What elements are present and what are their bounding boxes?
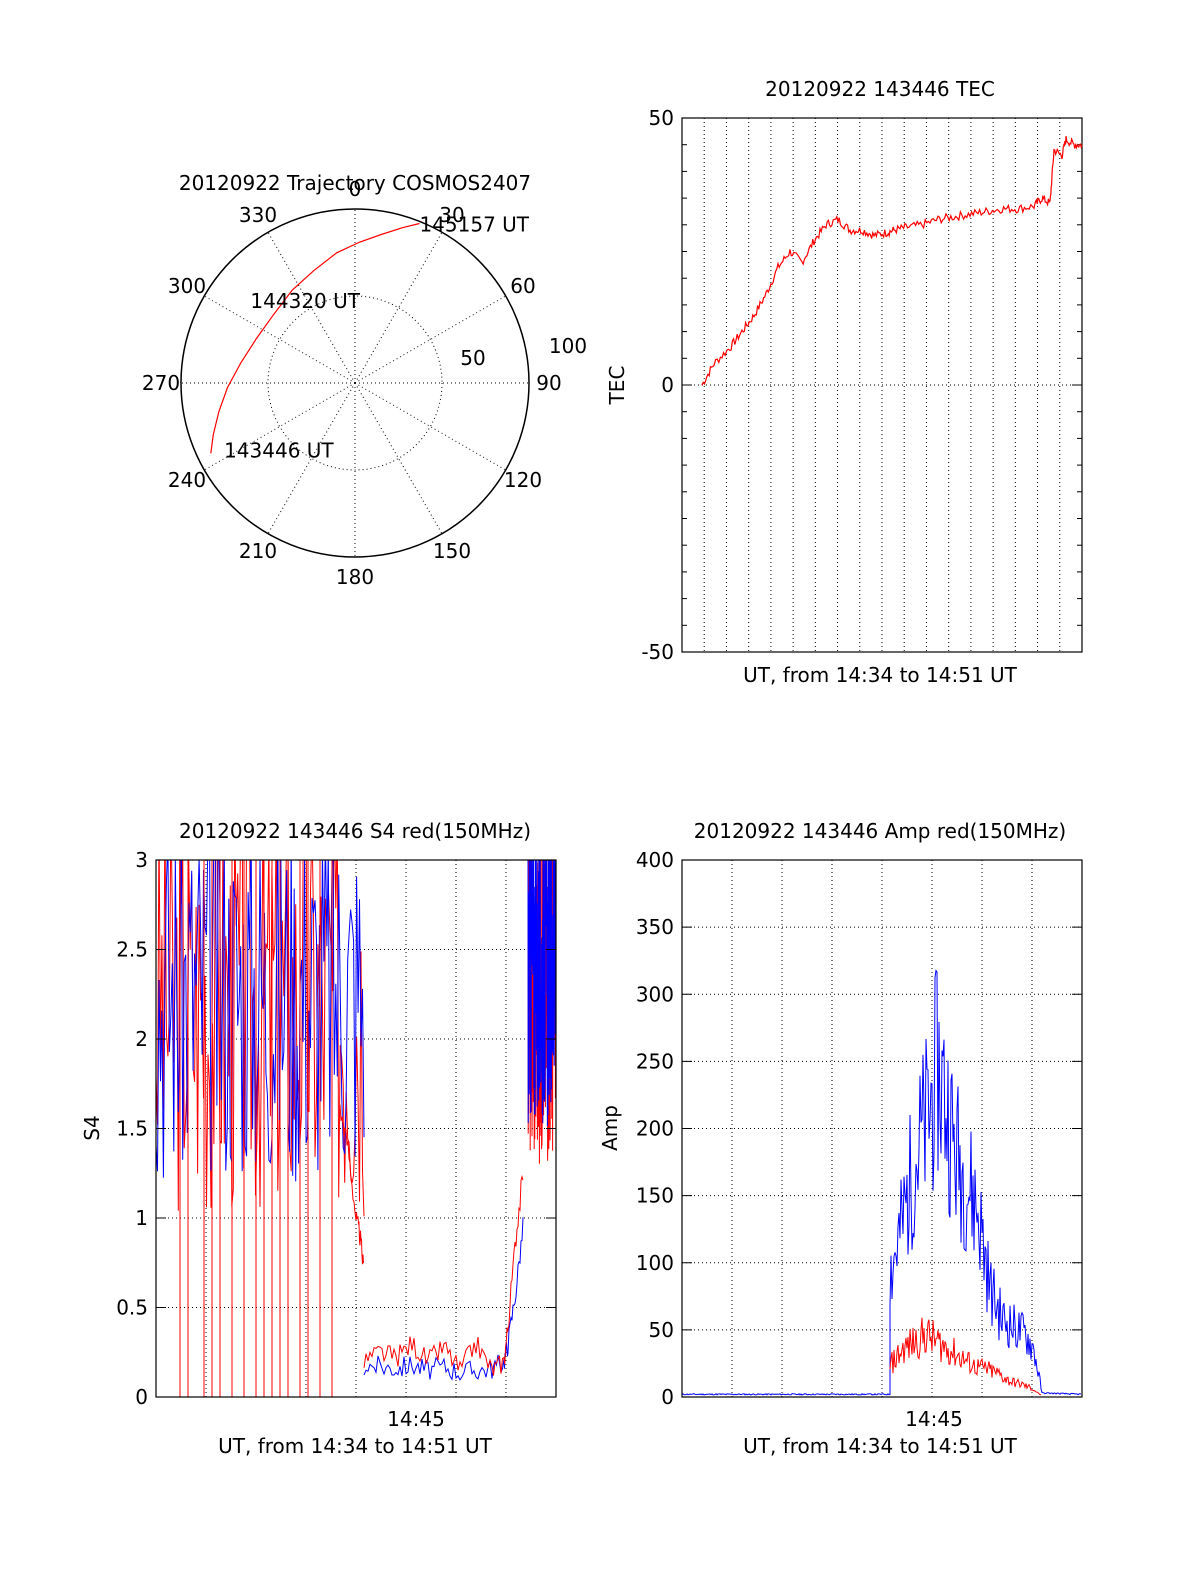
- s4-ytick-label: 3: [135, 848, 148, 872]
- polar-annotation: 144320 UT: [250, 289, 360, 313]
- tec-ytick-label: 0: [661, 373, 674, 397]
- amp-title: 20120922 143446 Amp red(150MHz): [694, 819, 1066, 843]
- polar-angle-label: 180: [336, 565, 374, 589]
- s4-series-line: [363, 1174, 524, 1376]
- amp-ytick-label: 350: [636, 915, 674, 939]
- amp-ytick-label: 300: [636, 982, 674, 1006]
- s4-xtick-label: 14:45: [387, 1407, 445, 1431]
- polar-angle-label: 60: [510, 274, 535, 298]
- amp-ytick-label: 0: [661, 1385, 674, 1409]
- polar-ring-50: [267, 295, 443, 471]
- s4-series-line: [363, 1217, 524, 1381]
- s4-ytick-label: 0.5: [116, 1296, 148, 1320]
- amp-ytick-label: 50: [649, 1318, 674, 1342]
- amp-xtick-label: 14:45: [905, 1407, 963, 1431]
- tec-ytick-label: 50: [649, 106, 674, 130]
- polar-angle-label: 210: [239, 539, 277, 563]
- polar-spoke: [354, 295, 506, 384]
- tec-chart: 20120922 143446 TEC -50 0 50 UT, from 14:3…: [605, 77, 1083, 687]
- polar-angle-label: 30: [439, 203, 464, 227]
- amp-ytick-label: 250: [636, 1049, 674, 1073]
- s4-series-group: [156, 860, 556, 1397]
- polar-angle-label: 240: [168, 468, 206, 492]
- polar-ring-label: 50: [460, 346, 485, 370]
- s4-ytick-label: 2.5: [116, 938, 148, 962]
- tec-xlabel: UT, from 14:34 to 14:51 UT: [743, 663, 1018, 687]
- polar-spoke: [204, 295, 356, 384]
- s4-series-line: [527, 860, 556, 1127]
- amp-ytick-label: 400: [636, 848, 674, 872]
- s4-ytick-label: 2: [135, 1027, 148, 1051]
- polar-angle-label: 0: [349, 177, 362, 201]
- polar-angle-label: 150: [433, 539, 471, 563]
- amp-chart: 20120922 143446 Amp red(150MHz) 0 50 100 15…: [598, 819, 1083, 1458]
- polar-title: 20120922 Trajectory COSMOS2407: [179, 171, 531, 195]
- s4-title: 20120922 143446 S4 red(150MHz): [179, 819, 531, 843]
- amp-xlabel: UT, from 14:34 to 14:51 UT: [743, 1434, 1018, 1458]
- s4-xlabel: UT, from 14:34 to 14:51 UT: [218, 1434, 493, 1458]
- s4-series-line: [339, 1104, 364, 1265]
- amp-ytick-label: 200: [636, 1117, 674, 1141]
- polar-annotation: 143446 UT: [224, 439, 334, 463]
- polar-spoke: [267, 382, 356, 534]
- s4-ytick-label: 0: [135, 1385, 148, 1409]
- polar-outer-ring: [180, 208, 530, 558]
- amp-ytick-label: 100: [636, 1251, 674, 1275]
- polar-spoke: [354, 382, 443, 534]
- tec-series-line: [701, 135, 1083, 386]
- polar-spoke: [204, 382, 356, 471]
- polar-angle-label: 330: [239, 203, 277, 227]
- polar-angle-label: 300: [168, 274, 206, 298]
- s4-chart: 20120922 143446 S4 red(150MHz) 0 0.5 1 1.5 2…: [80, 819, 557, 1458]
- s4-ylabel: S4: [80, 1115, 104, 1140]
- s4-series-line: [156, 860, 365, 1182]
- polar-trajectory-chart: 20120922 Trajectory COSMOS2407 0 30 60 90 12…: [142, 171, 587, 589]
- polar-spoke: [267, 232, 356, 384]
- amp-series-line: [681, 969, 1082, 1396]
- tec-ytick-label: -50: [641, 640, 674, 664]
- polar-angle-label: 120: [504, 468, 542, 492]
- amp-series-line: [889, 1317, 1042, 1396]
- polar-spoke: [354, 382, 506, 471]
- s4-ytick-label: 1: [135, 1206, 148, 1230]
- amp-ytick-label: 150: [636, 1184, 674, 1208]
- trajectory-line: [210, 222, 420, 454]
- tec-ylabel: TEC: [605, 366, 629, 406]
- polar-ring-label: 100: [549, 334, 587, 358]
- polar-spoke: [354, 232, 443, 384]
- polar-annotation: 145157 UT: [419, 212, 529, 236]
- tec-title: 20120922 143446 TEC: [765, 77, 995, 101]
- polar-angle-label: 270: [142, 371, 180, 395]
- s4-ytick-label: 1.5: [116, 1117, 148, 1141]
- polar-angle-label: 90: [536, 371, 561, 395]
- amp-ylabel: Amp: [598, 1105, 622, 1151]
